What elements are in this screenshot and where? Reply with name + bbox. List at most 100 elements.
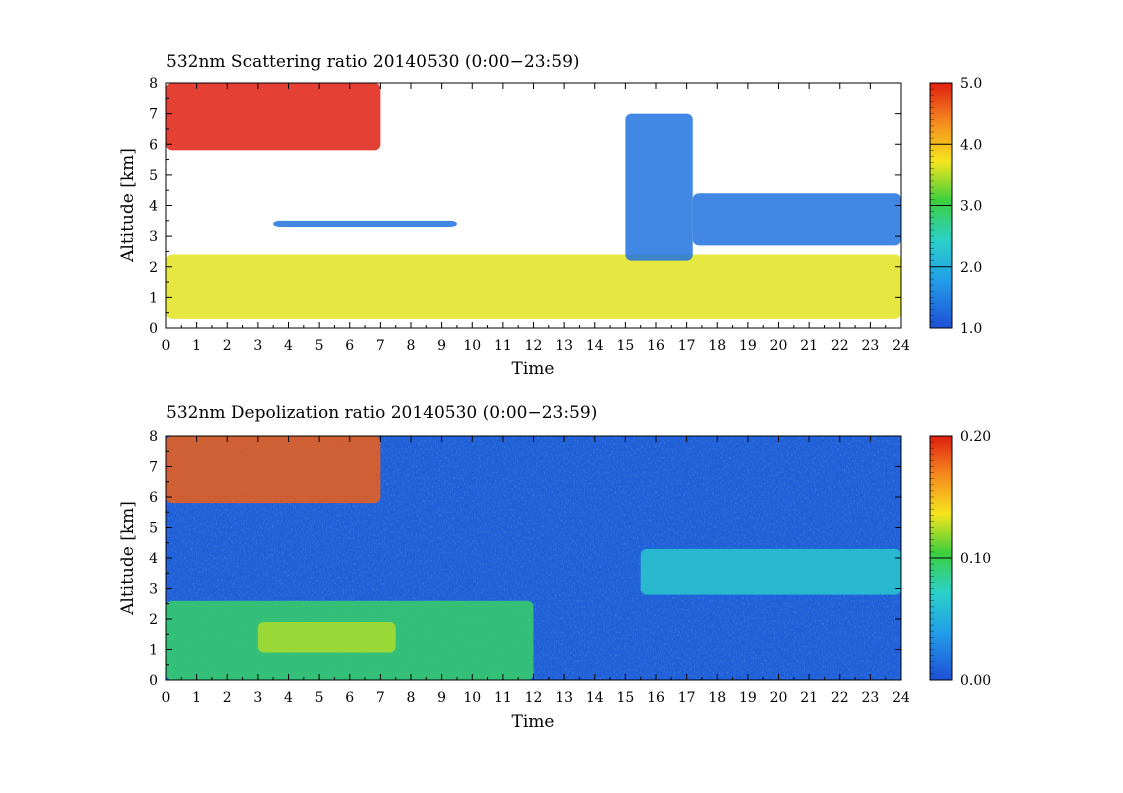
chart-title: 532nm Depolization ratio 20140530 (0:00−… <box>166 403 597 423</box>
x-tick-label: 18 <box>708 338 726 354</box>
x-tick-label: 14 <box>586 338 604 354</box>
data-layers <box>166 436 901 680</box>
x-tick-label: 23 <box>861 338 879 354</box>
x-axis: 0 1 2 3 4 5 6 7 8 9 10 11 12 13 14 15 16 17 18 19 20 21 22 23 24 <box>162 436 910 706</box>
x-tick-label: 23 <box>861 690 879 706</box>
data-feature <box>625 113 693 261</box>
x-tick-label: 20 <box>770 690 788 706</box>
x-tick-label: 0 <box>162 338 171 354</box>
x-tick-label: 2 <box>223 338 232 354</box>
data-feature <box>640 548 901 595</box>
data-feature <box>166 254 901 319</box>
colorbar: 1.0 2.0 3.0 4.0 5.0 <box>929 76 982 337</box>
y-tick-label: 6 <box>149 137 158 153</box>
colorbar-ticks: 0.00 0.10 0.20 <box>930 429 991 689</box>
y-axis-label: Altitude [km] <box>118 501 138 616</box>
x-tick-label: 19 <box>739 338 757 354</box>
data-feature <box>692 193 901 246</box>
y-tick-label: 3 <box>149 582 158 598</box>
x-tick-label: 20 <box>770 338 788 354</box>
y-tick-label: 7 <box>149 107 158 123</box>
x-tick-label: 11 <box>494 338 512 354</box>
x-tick-label: 13 <box>555 690 573 706</box>
x-tick-label: 9 <box>437 338 446 354</box>
y-tick-label: 5 <box>149 521 158 537</box>
y-tick-label: 4 <box>149 551 158 567</box>
colorbar-tick-label: 1.0 <box>960 321 982 337</box>
y-tick-label: 2 <box>149 612 158 628</box>
x-tick-label: 7 <box>376 690 385 706</box>
x-tick-label: 14 <box>586 690 604 706</box>
x-tick-label: 4 <box>284 338 293 354</box>
x-tick-label: 17 <box>678 338 696 354</box>
colorbar-tick-label: 0.00 <box>960 673 991 689</box>
y-tick-label: 0 <box>149 321 158 337</box>
y-tick-label: 1 <box>149 643 158 659</box>
y-axis-label: Altitude [km] <box>118 148 138 263</box>
x-tick-label: 24 <box>892 338 910 354</box>
x-axis-label: Time <box>512 712 555 732</box>
data-feature <box>257 622 396 653</box>
x-tick-label: 3 <box>253 690 262 706</box>
x-tick-label: 21 <box>800 338 818 354</box>
x-tick-label: 13 <box>555 338 573 354</box>
depolarization-ratio-panel: 532nm Depolization ratio 20140530 (0:00−… <box>118 403 991 732</box>
x-tick-label: 12 <box>525 690 543 706</box>
y-tick-label: 7 <box>149 460 158 476</box>
x-tick-label: 1 <box>192 338 201 354</box>
x-tick-label: 15 <box>616 338 634 354</box>
y-tick-label: 8 <box>149 76 158 92</box>
y-tick-label: 4 <box>149 199 158 215</box>
colorbar-tick-label: 2.0 <box>960 260 982 276</box>
y-tick-label: 5 <box>149 168 158 184</box>
chart-title: 532nm Scattering ratio 20140530 (0:00−23… <box>166 52 580 72</box>
x-tick-label: 1 <box>192 690 201 706</box>
y-tick-label: 1 <box>149 290 158 306</box>
x-tick-label: 6 <box>345 690 354 706</box>
y-axis: 0 1 2 3 4 5 6 7 8 <box>149 429 901 689</box>
y-tick-label: 0 <box>149 673 158 689</box>
colorbar-tick-label: 4.0 <box>960 137 982 153</box>
x-tick-label: 4 <box>284 690 293 706</box>
x-tick-label: 8 <box>407 338 416 354</box>
x-axis-label: Time <box>512 359 555 379</box>
colorbar-tick-label: 5.0 <box>960 76 982 92</box>
x-tick-label: 3 <box>253 338 262 354</box>
x-tick-label: 11 <box>494 690 512 706</box>
x-tick-label: 7 <box>376 338 385 354</box>
plot-area <box>165 82 902 329</box>
colorbar-ticks: 1.0 2.0 3.0 4.0 5.0 <box>930 76 982 337</box>
x-tick-label: 5 <box>315 338 324 354</box>
data-feature <box>166 83 381 151</box>
x-tick-label: 18 <box>708 690 726 706</box>
x-tick-label: 6 <box>345 338 354 354</box>
x-tick-label: 21 <box>800 690 818 706</box>
x-tick-label: 22 <box>831 690 849 706</box>
x-axis: 0 1 2 3 4 5 6 7 8 9 10 11 12 13 14 15 16 17 18 19 20 21 22 23 24 <box>162 83 910 354</box>
x-tick-label: 17 <box>678 690 696 706</box>
data-feature <box>273 220 457 227</box>
y-tick-label: 8 <box>149 429 158 445</box>
y-tick-label: 6 <box>149 490 158 506</box>
colorbar: 0.00 0.10 0.20 <box>929 429 991 689</box>
x-tick-label: 10 <box>463 690 481 706</box>
scattering-ratio-panel: 532nm Scattering ratio 20140530 (0:00−23… <box>118 52 982 379</box>
colorbar-tick-label: 3.0 <box>960 199 982 215</box>
x-tick-label: 19 <box>739 690 757 706</box>
data-layers <box>166 83 901 319</box>
x-tick-label: 24 <box>892 690 910 706</box>
plot-area <box>165 435 902 681</box>
x-tick-label: 16 <box>647 690 665 706</box>
x-tick-label: 22 <box>831 338 849 354</box>
colorbar-tick-label: 0.10 <box>960 551 991 567</box>
y-axis: 0 1 2 3 4 5 6 7 8 <box>149 76 901 337</box>
x-tick-label: 15 <box>616 690 634 706</box>
data-feature <box>166 436 381 504</box>
x-tick-label: 8 <box>407 690 416 706</box>
x-tick-label: 16 <box>647 338 665 354</box>
x-tick-label: 9 <box>437 690 446 706</box>
y-tick-label: 2 <box>149 260 158 276</box>
x-tick-label: 0 <box>162 690 171 706</box>
x-tick-label: 5 <box>315 690 324 706</box>
